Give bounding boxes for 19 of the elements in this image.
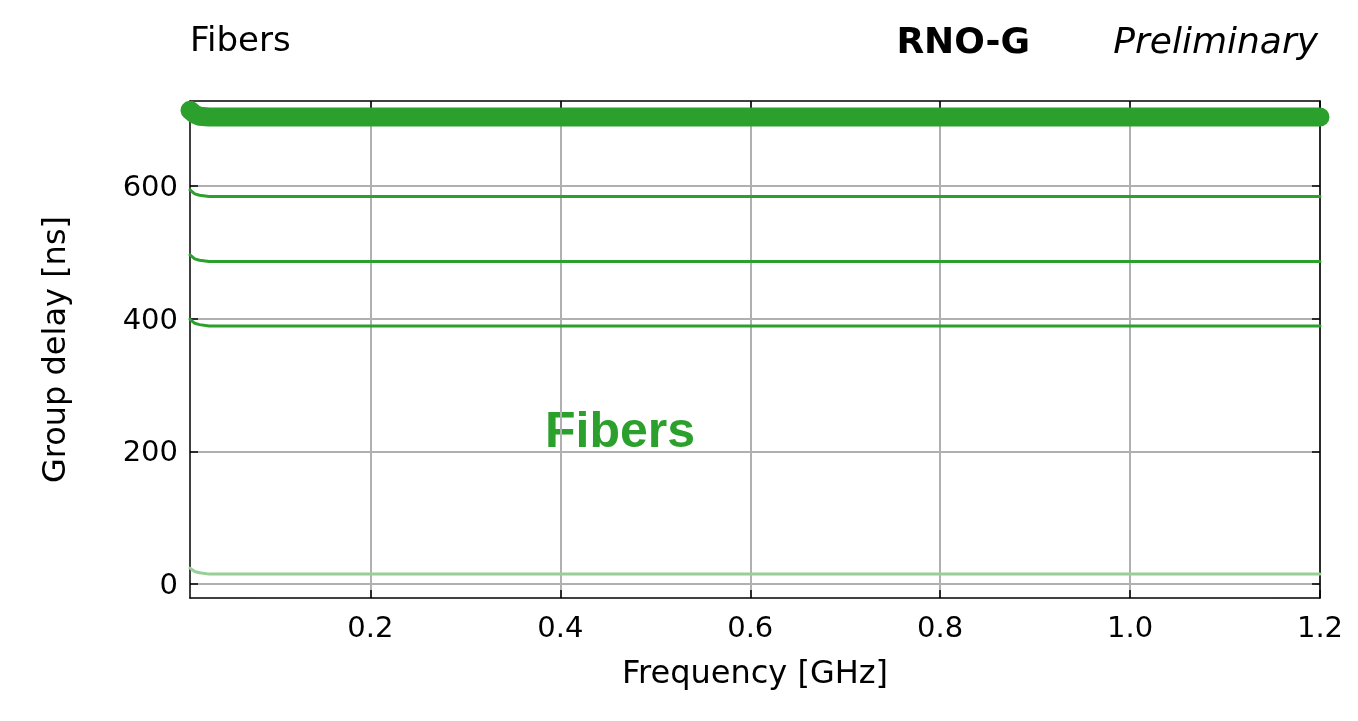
- x-axis-title: Frequency [GHz]: [621, 653, 889, 691]
- x-tick-label: 1.2: [1296, 609, 1344, 644]
- x-tick-label: 0.2: [347, 609, 394, 644]
- y-axis-title: Group delay [ns]: [35, 215, 73, 484]
- chart-title: Fibers: [190, 19, 291, 59]
- x-tick-label: 0.6: [727, 609, 774, 644]
- y-tick-label: 200: [122, 434, 178, 469]
- annotation: Fibers: [545, 402, 696, 458]
- x-tick-label: 0.4: [537, 609, 584, 644]
- y-tick-label: 600: [122, 168, 178, 203]
- text: Preliminary: [1113, 19, 1319, 61]
- line-series: [188, 253, 1322, 264]
- text: RNO-G: [896, 19, 1031, 61]
- y-tick-label: 400: [122, 301, 178, 336]
- x-tick-label: 1.0: [1107, 609, 1154, 644]
- y-tick-label: 0: [159, 567, 178, 602]
- x-tick-label: 0.8: [917, 609, 964, 644]
- line-series: [188, 317, 1322, 328]
- line-series: [188, 188, 1322, 199]
